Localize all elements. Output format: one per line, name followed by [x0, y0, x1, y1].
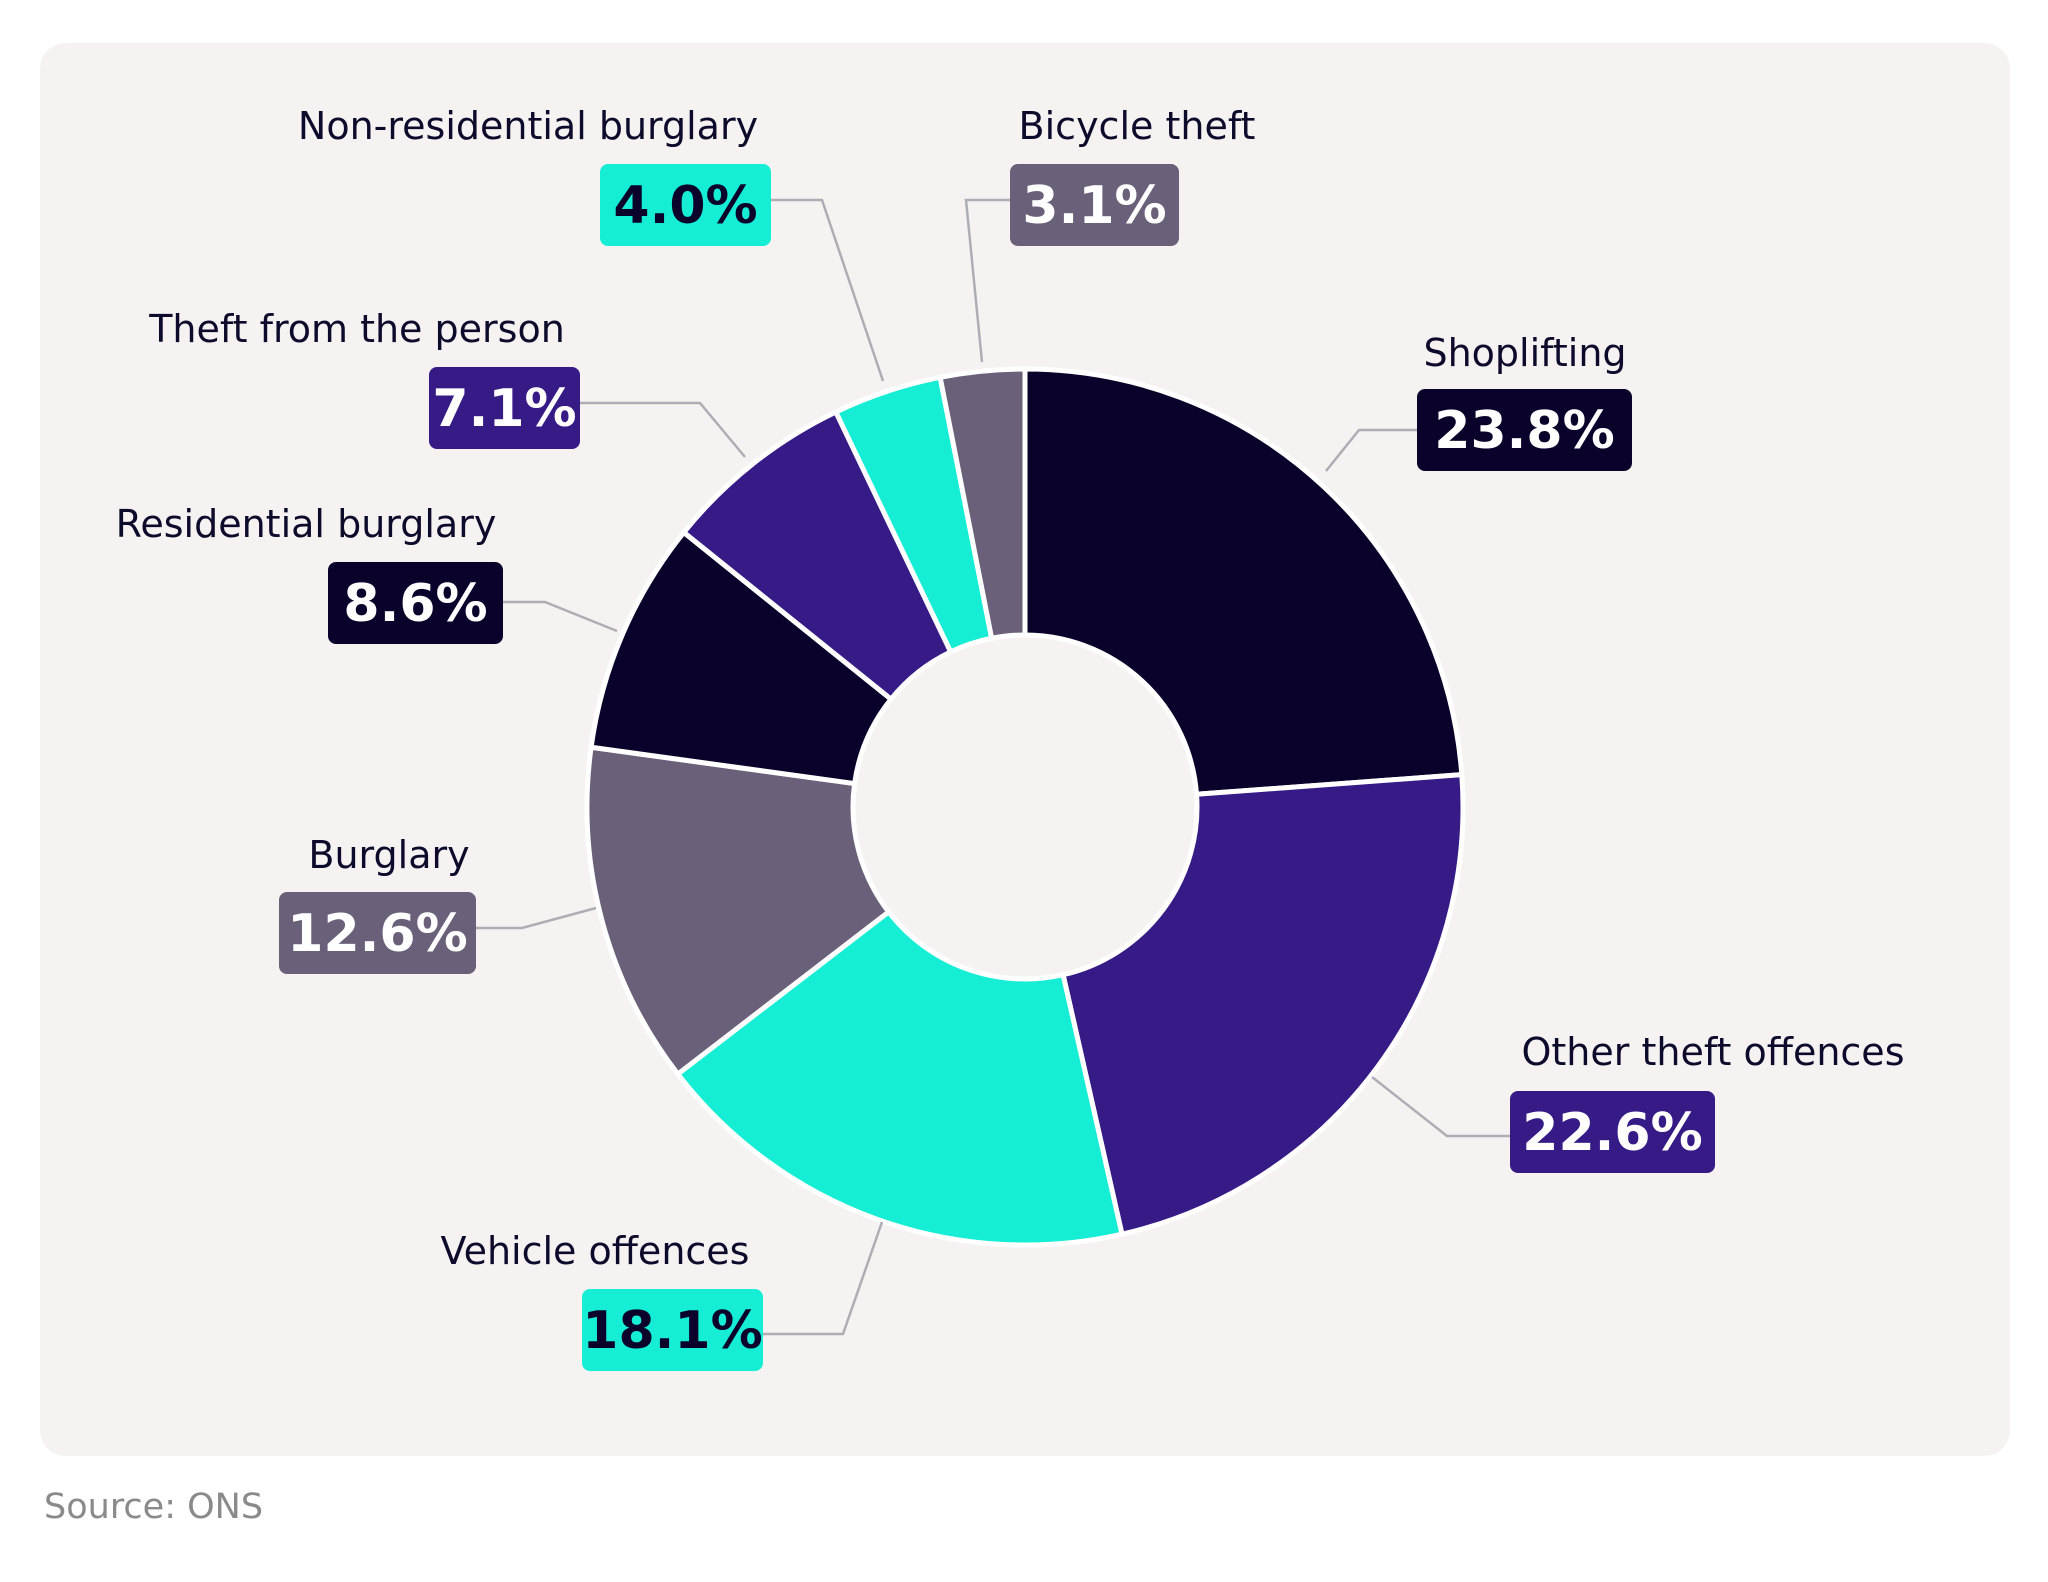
- slice-residential-burglary: [588, 529, 894, 787]
- value-badge-vehicle-offences: [582, 1289, 763, 1371]
- value-badge-burglary: [279, 892, 476, 974]
- value-badge-shoplifting: [1417, 389, 1632, 471]
- category-label-shoplifting: Shoplifting: [1423, 331, 1626, 375]
- leader-lines: [476, 198, 1510, 1336]
- category-label-vehicle-offences: Vehicle offences: [441, 1229, 750, 1273]
- value-label-shoplifting: 23.8%: [1434, 401, 1614, 461]
- leader-line-burglary: [476, 906, 597, 930]
- value-badge-theft-from-the-person: [429, 367, 580, 449]
- category-label-bicycle-theft: Bicycle theft: [1019, 104, 1256, 148]
- leader-line-non-residential-burglary: [771, 198, 885, 382]
- slice-vehicle-offences: [675, 909, 1125, 1248]
- slice-shoplifting: [1022, 366, 1465, 797]
- category-label-non-residential-burglary: Non-residential burglary: [298, 104, 758, 148]
- category-label-burglary: Burglary: [308, 833, 469, 877]
- leader-line-bicycle-theft: [964, 198, 1010, 363]
- value-label-vehicle-offences: 18.1%: [582, 1301, 762, 1361]
- value-label-burglary: 12.6%: [287, 904, 467, 964]
- value-label-bicycle-theft: 3.1%: [1022, 176, 1166, 236]
- leader-line-residential-burglary: [503, 600, 618, 633]
- donut-slices: [584, 366, 1466, 1248]
- leader-line-shoplifting: [1325, 428, 1417, 472]
- value-badge-residential-burglary: [328, 562, 503, 644]
- category-label-residential-burglary: Residential burglary: [116, 502, 497, 546]
- value-badge-bicycle-theft: [1010, 164, 1179, 246]
- category-label-theft-from-the-person: Theft from the person: [148, 307, 565, 351]
- slice-bicycle-theft: [937, 366, 1028, 641]
- value-label-residential-burglary: 8.6%: [343, 574, 487, 634]
- leader-line-vehicle-offences: [763, 1221, 884, 1336]
- slice-other-theft-offences: [1060, 772, 1466, 1237]
- leader-line-theft-from-the-person: [580, 401, 746, 458]
- slice-burglary: [584, 744, 892, 1077]
- source-note: Source: ONS: [44, 1487, 264, 1527]
- value-label-theft-from-the-person: 7.1%: [432, 379, 576, 439]
- slice-labels: Shoplifting 23.8% Other theft offences 22.6…: [116, 104, 1905, 1371]
- value-label-non-residential-burglary: 4.0%: [613, 176, 757, 236]
- value-label-other-theft-offences: 22.6%: [1522, 1103, 1702, 1163]
- leader-line-other-theft-offences: [1371, 1076, 1510, 1138]
- value-badge-non-residential-burglary: [600, 164, 771, 246]
- value-badge-other-theft-offences: [1510, 1091, 1715, 1173]
- category-label-other-theft-offences: Other theft offences: [1522, 1030, 1905, 1074]
